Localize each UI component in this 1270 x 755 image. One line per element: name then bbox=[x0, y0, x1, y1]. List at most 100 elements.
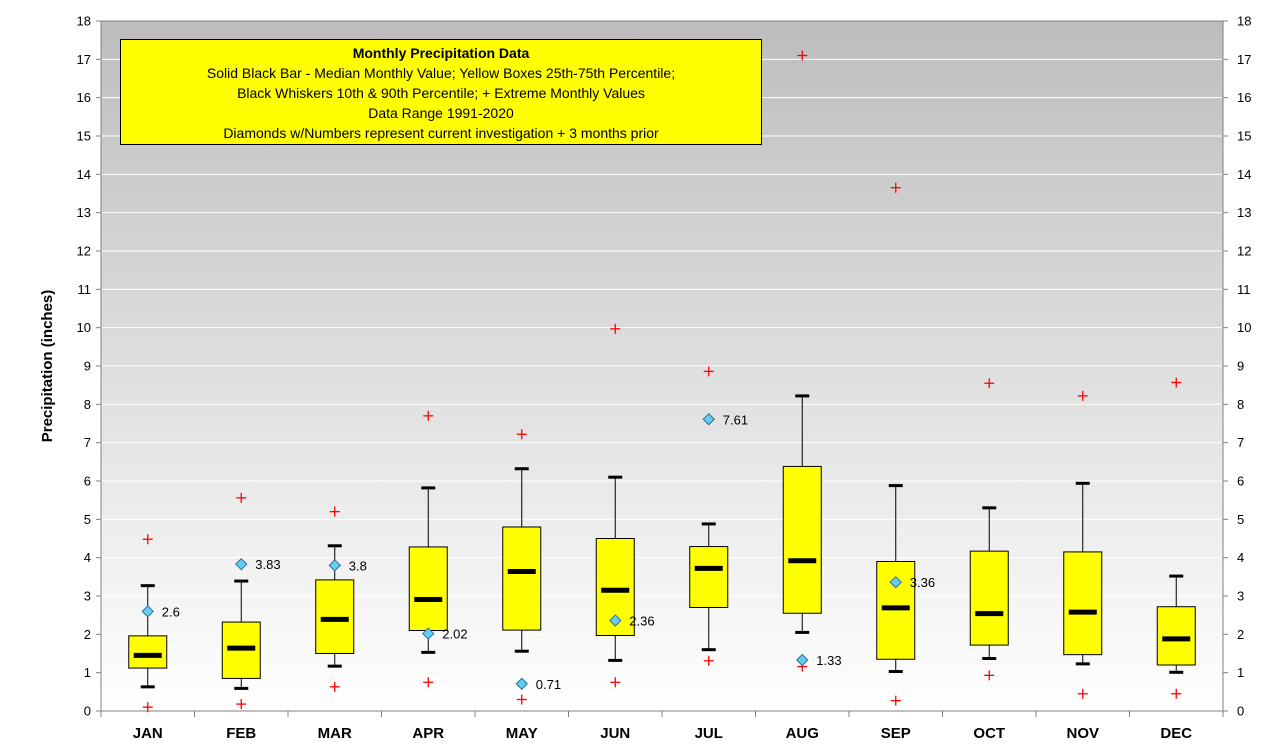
y-tick-label-right: 5 bbox=[1237, 512, 1244, 527]
extreme-min-marker bbox=[1171, 688, 1182, 699]
extreme-markers bbox=[142, 50, 1182, 713]
extreme-min-marker bbox=[703, 655, 714, 666]
y-tick-label-right: 4 bbox=[1237, 550, 1244, 565]
x-category-label: AUG bbox=[786, 725, 819, 742]
boxes bbox=[128, 394, 1196, 690]
current-diamond bbox=[515, 677, 528, 690]
y-tick-label-right: 3 bbox=[1237, 589, 1244, 604]
x-category-label: MAY bbox=[506, 725, 538, 742]
y-tick-label-left: 4 bbox=[84, 550, 91, 565]
y-tick-label-right: 14 bbox=[1237, 167, 1251, 182]
y-tick-label-left: 5 bbox=[84, 512, 91, 527]
legend-line-1: Solid Black Bar - Median Monthly Value; … bbox=[206, 65, 676, 81]
iqr-box bbox=[502, 526, 542, 631]
current-diamonds: 2.6 3.83 3.8 2.02 0.71 2.36 7.61 1.33 3.36 bbox=[141, 412, 935, 692]
x-category-label: FEB bbox=[226, 725, 256, 742]
x-category-label: JUN bbox=[600, 725, 630, 742]
chart-title: Monthly Precipitation Data bbox=[352, 45, 530, 61]
y-tick-label-left: 13 bbox=[77, 205, 91, 220]
y-tick-label-right: 15 bbox=[1237, 129, 1251, 144]
y-tick-label-left: 14 bbox=[77, 167, 91, 182]
extreme-max-marker bbox=[1171, 377, 1182, 388]
current-diamond bbox=[141, 605, 154, 618]
extreme-max-marker bbox=[984, 378, 995, 389]
iqr-box bbox=[782, 465, 822, 614]
y-axis-label: Precipitation (inches) bbox=[39, 290, 56, 443]
current-diamond bbox=[235, 557, 248, 571]
y-tick-label-right: 2 bbox=[1237, 627, 1244, 642]
y-tick-label-right: 18 bbox=[1237, 14, 1251, 29]
current-value-label: 0.71 bbox=[536, 677, 561, 692]
extreme-min-marker bbox=[142, 702, 153, 713]
y-tick-label-left: 10 bbox=[77, 320, 91, 335]
y-tick-label-left: 0 bbox=[84, 704, 91, 719]
extreme-min-marker bbox=[1077, 688, 1088, 699]
y-tick-label-right: 12 bbox=[1237, 244, 1251, 259]
current-diamond bbox=[422, 627, 435, 640]
box-jul bbox=[689, 522, 729, 652]
y-tick-label-left: 18 bbox=[77, 14, 91, 29]
extreme-max-marker bbox=[610, 323, 621, 334]
x-category-label: NOV bbox=[1066, 725, 1099, 742]
box-sep bbox=[876, 484, 916, 674]
y-tick-label-left: 6 bbox=[84, 474, 91, 489]
box-oct bbox=[969, 506, 1009, 660]
y-tick-label-right: 9 bbox=[1237, 359, 1244, 374]
extreme-min-marker bbox=[984, 670, 995, 681]
x-category-label: MAR bbox=[318, 725, 352, 742]
extreme-max-marker bbox=[797, 50, 808, 61]
extreme-max-marker bbox=[703, 366, 714, 377]
extreme-min-marker bbox=[329, 681, 340, 692]
x-category-label: JAN bbox=[133, 725, 163, 742]
x-category-label: SEP bbox=[881, 725, 911, 742]
iqr-box bbox=[315, 579, 355, 655]
current-diamond bbox=[609, 614, 622, 627]
current-value-label: 1.33 bbox=[816, 653, 841, 668]
extreme-min-marker bbox=[236, 699, 247, 710]
current-value-label: 3.83 bbox=[255, 557, 280, 572]
iqr-box bbox=[1156, 606, 1196, 666]
legend-box: Monthly Precipitation Data Solid Black B… bbox=[120, 39, 762, 145]
extreme-max-marker bbox=[329, 506, 340, 517]
y-tick-label-left: 7 bbox=[84, 435, 91, 450]
extreme-min-marker bbox=[890, 695, 901, 706]
extreme-max-marker bbox=[423, 410, 434, 421]
current-value-label: 2.36 bbox=[629, 614, 654, 629]
y-tick-label-right: 10 bbox=[1237, 320, 1251, 335]
current-value-label: 2.6 bbox=[162, 604, 180, 619]
current-value-label: 2.02 bbox=[442, 627, 467, 642]
current-diamond bbox=[702, 413, 715, 426]
y-tick-label-left: 1 bbox=[84, 665, 91, 680]
current-value-label: 7.61 bbox=[723, 412, 748, 427]
iqr-box bbox=[969, 550, 1009, 646]
extreme-max-marker bbox=[1077, 390, 1088, 401]
iqr-box bbox=[689, 546, 729, 608]
box-aug bbox=[782, 394, 822, 634]
y-tick-label-right: 16 bbox=[1237, 90, 1251, 105]
y-tick-label-left: 2 bbox=[84, 627, 91, 642]
y-tick-label-left: 3 bbox=[84, 589, 91, 604]
x-category-label: DEC bbox=[1160, 725, 1192, 742]
current-diamond bbox=[889, 575, 902, 589]
extreme-min-marker bbox=[516, 694, 527, 705]
box-may bbox=[502, 467, 542, 653]
extreme-min-marker bbox=[610, 677, 621, 688]
box-nov bbox=[1063, 481, 1103, 666]
box-feb bbox=[221, 579, 261, 690]
y-tick-label-right: 11 bbox=[1237, 282, 1251, 297]
y-tick-label-left: 12 bbox=[77, 244, 91, 259]
extreme-max-marker bbox=[236, 492, 247, 503]
x-category-label: OCT bbox=[973, 725, 1005, 742]
x-category-label: JUL bbox=[695, 725, 723, 742]
extreme-max-marker bbox=[142, 534, 153, 545]
legend-line-4: Diamonds w/Numbers represent current inv… bbox=[223, 125, 659, 141]
extreme-max-marker bbox=[516, 429, 527, 440]
extreme-max-marker bbox=[890, 182, 901, 193]
box-dec bbox=[1156, 574, 1196, 674]
current-value-label: 3.36 bbox=[910, 575, 935, 590]
y-tick-label-right: 6 bbox=[1237, 474, 1244, 489]
box-apr bbox=[408, 486, 448, 654]
y-tick-label-right: 17 bbox=[1237, 52, 1251, 67]
